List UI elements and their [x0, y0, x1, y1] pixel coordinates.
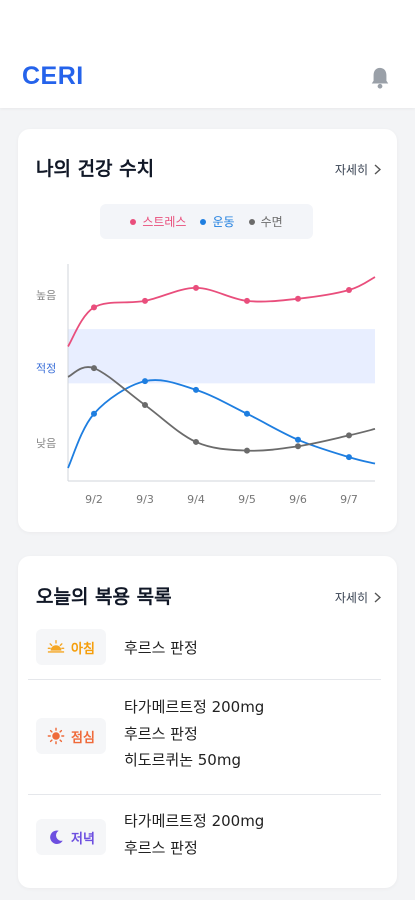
med-item: 히도르퀴논 50mg: [124, 751, 241, 769]
dose-more-label: 자세히: [334, 591, 368, 605]
badge-evening: 저녁: [36, 819, 106, 855]
chart-legend: 스트레스 운동 수면: [100, 204, 313, 239]
health-title: 나의 건강 수치: [36, 158, 155, 180]
y-tick-label: 높음: [36, 289, 56, 302]
data-point: [142, 297, 148, 304]
legend-item-exercise[interactable]: 운동: [200, 213, 235, 230]
legend-dot: [248, 218, 255, 225]
data-point: [346, 454, 352, 461]
badge-label: 저녁: [71, 831, 95, 847]
data-point: [295, 295, 301, 302]
data-point: [244, 447, 250, 454]
legend-label: 스트레스: [142, 215, 187, 229]
med-item: 후르스 판정: [124, 838, 198, 857]
series-line-1: [67, 379, 376, 469]
data-point: [142, 378, 148, 385]
data-point: [346, 432, 352, 439]
x-tick-label: 9/7: [340, 493, 358, 506]
badge-label: 아침: [71, 641, 95, 657]
data-point: [193, 284, 199, 291]
med-list: 타가메르트정 200mg 후르스 판정: [124, 808, 264, 861]
chevron-right-icon: [374, 592, 381, 603]
dose-card: 오늘의 복용 목록 자세히 아침 후르스 판정: [18, 556, 397, 888]
divider: [28, 679, 381, 680]
med-item: 후르스 판정: [124, 724, 198, 743]
sun-icon: [47, 727, 65, 745]
series-line-2: [67, 366, 376, 452]
med-list: 후르스 판정: [124, 635, 198, 662]
moon-icon: [50, 830, 63, 844]
app-logo[interactable]: CERI: [22, 62, 84, 90]
med-item: 후르스 판정: [124, 639, 198, 657]
dose-title: 오늘의 복용 목록: [36, 586, 172, 608]
data-point: [91, 365, 97, 372]
sunrise-icon: [47, 640, 65, 653]
dose-more-link[interactable]: 자세히: [335, 589, 381, 606]
x-tick-label: 9/4: [187, 493, 205, 506]
y-tick-label: 적정: [36, 362, 56, 375]
chevron-right-icon: [374, 164, 381, 175]
series-line-0: [67, 276, 376, 347]
health-more-label: 자세히: [334, 163, 368, 177]
badge-lunch: 점심: [36, 718, 106, 754]
data-point: [244, 297, 250, 304]
legend-label: 수면: [260, 215, 283, 229]
divider: [28, 794, 381, 795]
med-item: 타가메르트정 200mg: [124, 812, 265, 830]
data-point: [91, 304, 97, 311]
data-point: [193, 438, 199, 445]
health-more-link[interactable]: 자세히: [335, 161, 381, 178]
x-tick-label: 9/5: [238, 493, 256, 506]
badge-morning: 아침: [36, 629, 106, 665]
med-list: 타가메르트정 200mg 후르스 판정 히도르퀴논 50mg: [124, 694, 264, 774]
data-point: [142, 402, 148, 409]
legend-dot: [130, 218, 137, 225]
data-point: [346, 287, 352, 294]
data-point: [295, 436, 301, 443]
data-point: [295, 443, 301, 450]
legend-item-stress[interactable]: 스트레스: [130, 213, 186, 230]
dose-slot-morning[interactable]: 아침 후르스 판정: [36, 629, 381, 679]
app-header: CERI: [0, 0, 415, 108]
med-item: 타가메르트정 200mg: [124, 698, 265, 716]
normal-range-band: [68, 329, 375, 384]
data-point: [91, 410, 97, 417]
legend-item-sleep[interactable]: 수면: [248, 213, 283, 230]
legend-dot: [200, 218, 207, 225]
bell-icon[interactable]: [369, 66, 391, 90]
x-tick-label: 9/3: [136, 493, 154, 506]
x-tick-label: 9/2: [85, 493, 103, 506]
x-tick-label: 9/6: [289, 493, 307, 506]
legend-label: 운동: [212, 215, 235, 229]
y-tick-label: 낮음: [36, 437, 56, 450]
data-point: [244, 410, 250, 417]
badge-label: 점심: [71, 730, 95, 746]
dose-slot-evening[interactable]: 저녁 타가메르트정 200mg 후르스 판정: [36, 808, 381, 878]
dose-slot-lunch[interactable]: 점심 타가메르트정 200mg 후르스 판정 히도르퀴논 50mg: [36, 694, 381, 794]
data-point: [193, 386, 199, 393]
